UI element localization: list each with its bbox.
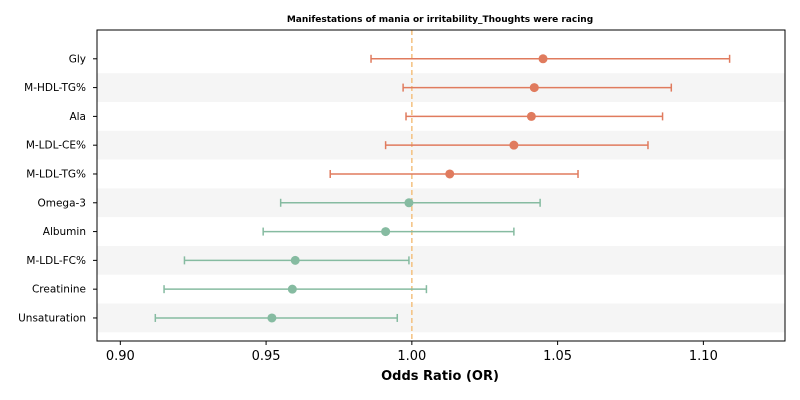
x-tick-label: 1.05 [543, 349, 572, 364]
point-estimate [287, 284, 297, 294]
plot-frame [96, 29, 786, 342]
point-estimate [509, 140, 519, 150]
y-tick-label: Albumin [43, 226, 86, 238]
y-tick-label: Unsaturation [18, 312, 86, 324]
point-estimates [267, 54, 548, 323]
point-estimate [526, 111, 536, 121]
point-estimate [529, 83, 539, 93]
y-tick-label: Omega-3 [37, 197, 86, 209]
y-tick-label: Creatinine [32, 284, 86, 296]
y-tick-label: M-LDL-TG% [26, 168, 86, 180]
y-tick-label: Ala [69, 111, 86, 123]
x-axis-label: Odds Ratio (OR) [381, 369, 499, 384]
point-estimate [538, 54, 548, 64]
x-tick-label: 1.00 [397, 349, 426, 364]
y-tick-label: M-LDL-FC% [26, 255, 86, 267]
x-tick-label: 1.10 [689, 349, 718, 364]
y-tick-label: M-HDL-TG% [24, 82, 86, 94]
chart-title: Manifestations of mania or irritability_… [287, 15, 593, 25]
x-tick-label: 0.90 [106, 349, 135, 364]
y-axis: Gly M-HDL-TG% Ala M-LDL-CE% M-LDL-TG% Omega-3… [18, 53, 97, 324]
x-axis: 0.90 0.95 1.00 1.05 1.10 [106, 341, 718, 364]
y-tick-label: M-LDL-CE% [26, 140, 86, 152]
error-bars [154, 54, 731, 322]
point-estimate [381, 227, 391, 237]
y-tick-label: Gly [69, 53, 86, 65]
point-estimate [404, 198, 414, 208]
x-tick-label: 0.95 [252, 349, 281, 364]
point-estimate [290, 255, 300, 265]
point-estimate [267, 313, 277, 323]
point-estimate [445, 169, 455, 179]
